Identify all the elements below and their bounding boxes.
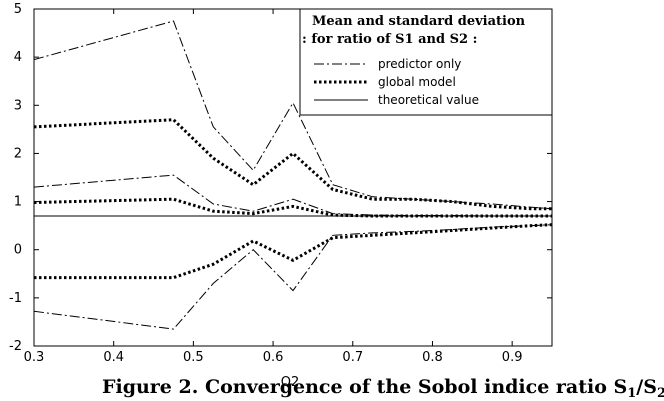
y-tick-label: -1 (9, 291, 22, 306)
x-axis-label: Q2 (281, 375, 300, 390)
x-tick-label: 0.6 (263, 350, 284, 365)
legend-title-line-1: Mean and standard deviation (312, 14, 526, 29)
y-tick-label: -2 (9, 339, 22, 354)
series-layer (33, 20, 553, 330)
legend-label: theoretical value (378, 93, 479, 107)
y-tick-label: 5 (14, 2, 22, 17)
legend-entries: predictor only global model theoretical va… (314, 57, 479, 107)
y-tick-label: 3 (14, 98, 22, 113)
legend-title-line-2: : for ratio of S1 and S2 : (302, 32, 477, 47)
caption-subscript-2: 2 (657, 386, 664, 401)
y-tick-label: 0 (14, 243, 22, 258)
caption-subscript-1: 1 (627, 386, 636, 401)
y-tick-label: 2 (14, 146, 22, 161)
ticks-layer: 0.3 0.4 0.5 0.6 0.7 0.8 0.9 -2 -1 0 1 2 3 4 5 (9, 2, 552, 365)
x-tick-label: 0.9 (502, 350, 523, 365)
legend-label: global model (378, 75, 456, 89)
x-tick-label: 0.8 (422, 350, 443, 365)
x-tick-label: 0.3 (24, 350, 45, 365)
series-line-dotted-upper (33, 118, 552, 211)
legend-label: predictor only (378, 57, 461, 71)
caption-slash: /S (636, 376, 657, 398)
y-tick-label: 1 (14, 195, 22, 210)
series-line-dashdot-upper (33, 20, 553, 210)
figure-caption: Figure 2. Convergence of the Sobol indic… (102, 376, 664, 401)
x-tick-label: 0.5 (183, 350, 204, 365)
x-tick-label: 0.7 (342, 350, 363, 365)
plot-frame (33, 8, 553, 347)
legend-box (299, 8, 553, 116)
legend: Mean and standard deviation : for ratio … (299, 8, 553, 116)
caption-prefix: Figure 2. Convergence of the Sobol indic… (102, 376, 627, 398)
x-tick-label: 0.4 (103, 350, 124, 365)
y-tick-label: 4 (14, 50, 22, 65)
series-line-dashdot-lower (33, 224, 553, 330)
